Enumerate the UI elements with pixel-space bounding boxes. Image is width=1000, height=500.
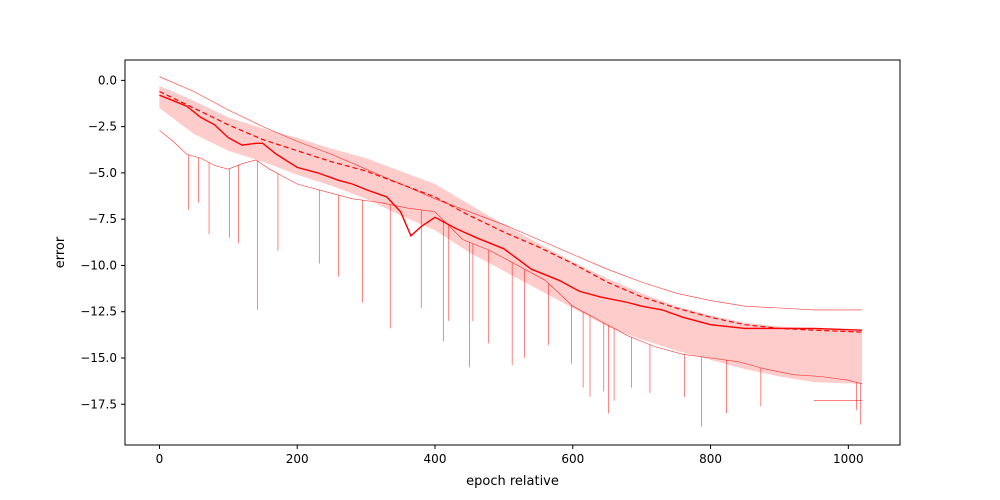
y-tick-label: −10.0 [80, 258, 117, 272]
series-mean-line [159, 90, 863, 333]
x-tick-label: 200 [286, 452, 309, 466]
y-tick-label: −2.5 [88, 120, 117, 134]
y-tick-label: −7.5 [88, 212, 117, 226]
y-tick-label: −17.5 [80, 397, 117, 411]
y-tick-label: 0.0 [98, 73, 117, 87]
series-min-line [159, 130, 863, 385]
plot-area [159, 76, 863, 427]
ticks: 0 200 400 600 800 1000 0.0 −2.5 −5.0 −7.5 −10.0 −12… [80, 73, 863, 466]
series-median-line [159, 94, 863, 331]
y-tick-label: −15.0 [80, 351, 117, 365]
y-tick-label: −5.0 [88, 166, 117, 180]
x-tick-label: 1000 [833, 452, 864, 466]
series-max-line [159, 76, 863, 311]
x-tick-label: 800 [699, 452, 722, 466]
x-tick-label: 400 [424, 452, 447, 466]
y-tick-label: −12.5 [80, 305, 117, 319]
axes-frame [124, 59, 901, 446]
x-tick-label: 0 [156, 452, 164, 466]
y-axis-label: error [53, 236, 68, 268]
x-axis-label: epoch relative [466, 474, 559, 489]
x-tick-label: 600 [561, 452, 584, 466]
